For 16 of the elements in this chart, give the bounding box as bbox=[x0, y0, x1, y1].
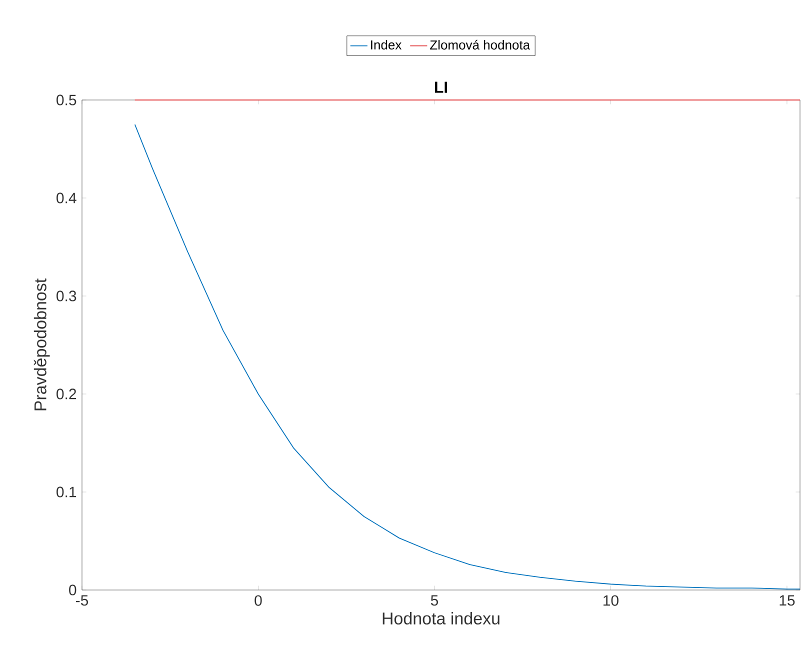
y-tick-label: 0.4 bbox=[56, 192, 76, 204]
x-tick-label: 15 bbox=[780, 595, 795, 606]
y-tick-label: 0.2 bbox=[56, 388, 76, 400]
x-tick-label: 5 bbox=[430, 595, 438, 606]
x-axis-title: Hodnota indexu bbox=[382, 612, 500, 625]
chart-title: LI bbox=[434, 82, 448, 93]
y-axis-title: Pravděpodobnost bbox=[34, 278, 50, 410]
y-tick-label: 0.3 bbox=[56, 290, 76, 302]
y-tick-label: 0 bbox=[69, 584, 76, 596]
legend-label: Index bbox=[371, 40, 402, 50]
x-tick-label: 0 bbox=[254, 595, 262, 606]
x-tick-label: 10 bbox=[604, 595, 618, 606]
y-tick-label: 0.1 bbox=[56, 486, 76, 498]
x-tick-label: -5 bbox=[76, 595, 88, 606]
y-tick-label: 0.5 bbox=[56, 94, 76, 106]
legend-label: Zlomová hodnota bbox=[430, 40, 530, 50]
